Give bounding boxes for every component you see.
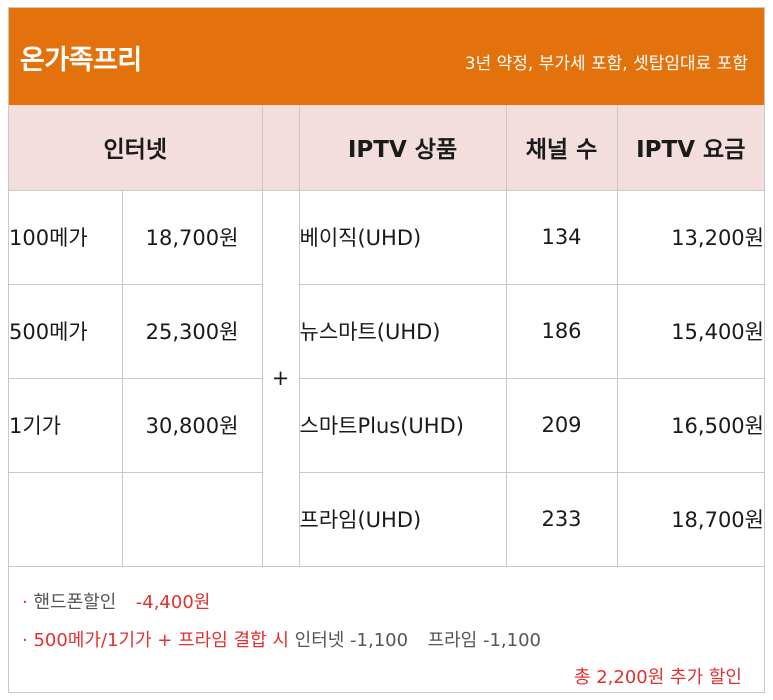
- bundle-internet-discount: 인터넷 -1,100: [294, 630, 409, 651]
- iptv-product-name: 프라임(UHD): [298, 471, 507, 567]
- iptv-channel-count: 233: [505, 471, 618, 567]
- phone-discount-label: 핸드폰할인: [33, 592, 117, 613]
- total-extra-discount: 총 2,200원 추가 할인: [573, 667, 742, 688]
- internet-price: 25,300원: [121, 283, 263, 379]
- iptv-fee: 15,400원: [616, 283, 764, 379]
- plan-card: 온가족프리 3년 약정, 부가세 포함, 셋탑임대료 포함 인터넷 IPTV 상…: [8, 7, 765, 693]
- bundle-prime-discount: 프라임 -1,100: [427, 630, 541, 651]
- iptv-channel-count: 186: [505, 283, 618, 379]
- table-header-row: 인터넷 IPTV 상품 채널 수 IPTV 요금: [9, 105, 764, 191]
- table-row: 프라임(UHD) 233 18,700원: [9, 471, 764, 567]
- bullet-icon: ·: [22, 630, 28, 651]
- internet-price: 30,800원: [121, 377, 263, 473]
- internet-speed-empty: [9, 471, 123, 567]
- table-row: 100메가 18,700원 + 베이직(UHD) 134 13,200원: [9, 189, 764, 567]
- header-iptv-product: IPTV 상품: [298, 105, 507, 191]
- internet-speed: 100메가: [9, 189, 123, 285]
- price-table: 인터넷 IPTV 상품 채널 수 IPTV 요금 100메가 18,700원 +…: [9, 105, 764, 567]
- internet-speed: 500메가: [9, 283, 123, 379]
- table-row: 500메가 25,300원 뉴스마트(UHD) 186 15,400원: [9, 283, 764, 379]
- iptv-fee: 13,200원: [616, 189, 764, 285]
- plan-header: 온가족프리 3년 약정, 부가세 포함, 셋탑임대료 포함: [9, 8, 764, 105]
- plan-conditions: 3년 약정, 부가세 포함, 셋탑임대료 포함: [464, 54, 748, 74]
- discount-notes: · 핸드폰할인 -4,400원 · 500메가/1기가 + 프라임 결합 시 인…: [9, 570, 764, 692]
- bundle-discount-note: · 500메가/1기가 + 프라임 결합 시 인터넷 -1,100 프라임 -1…: [22, 626, 541, 652]
- iptv-channel-count: 134: [505, 189, 618, 285]
- internet-price-empty: [121, 471, 263, 567]
- internet-speed: 1기가: [9, 377, 123, 473]
- header-internet: 인터넷: [9, 105, 263, 191]
- iptv-fee: 18,700원: [616, 471, 764, 567]
- phone-discount-note: · 핸드폰할인 -4,400원: [22, 588, 210, 614]
- internet-price: 18,700원: [121, 189, 263, 285]
- plus-sign: +: [261, 189, 300, 567]
- phone-discount-value: -4,400원: [135, 592, 211, 613]
- plan-title: 온가족프리: [20, 45, 142, 76]
- iptv-product-name: 스마트Plus(UHD): [298, 377, 507, 473]
- iptv-fee: 16,500원: [616, 377, 764, 473]
- iptv-product-name: 뉴스마트(UHD): [298, 283, 507, 379]
- bundle-condition: 500메가/1기가 + 프라임 결합 시: [33, 630, 289, 651]
- iptv-product-name: 베이직(UHD): [298, 189, 507, 285]
- header-channel-count: 채널 수: [505, 105, 618, 191]
- header-iptv-fee: IPTV 요금: [616, 105, 764, 191]
- iptv-channel-count: 209: [505, 377, 618, 473]
- header-spacer: [261, 105, 300, 191]
- bullet-icon: ·: [22, 592, 28, 613]
- table-row: 1기가 30,800원 스마트Plus(UHD) 209 16,500원: [9, 377, 764, 473]
